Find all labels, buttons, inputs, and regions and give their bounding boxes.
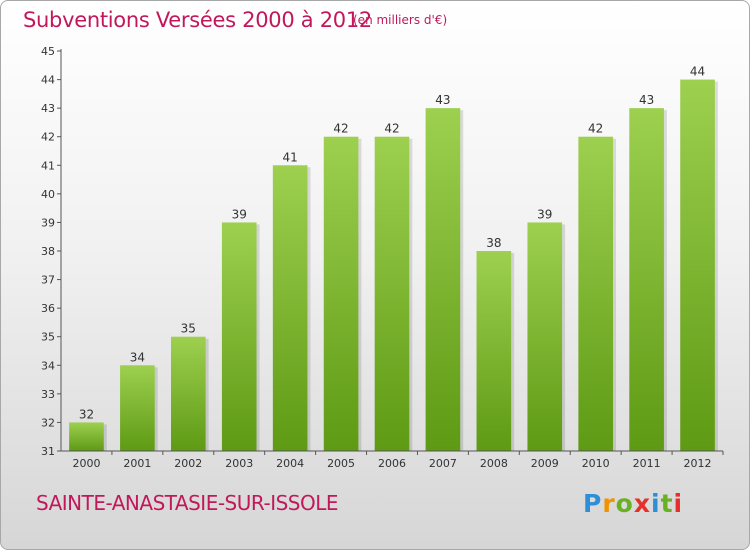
bar [170,336,206,451]
data-label: 35 [181,322,196,336]
x-tick-label: 2004 [276,457,304,470]
logo-letter: t [660,489,674,518]
y-tick-label: 33 [41,388,55,401]
data-label: 42 [588,122,603,136]
bar [120,365,155,451]
y-tick-label: 34 [41,359,55,372]
bar [527,222,563,451]
x-tick-label: 2010 [582,457,610,470]
x-tick-label: 2011 [633,457,661,470]
x-tick-label: 2001 [123,457,151,470]
commune-name: SAINTE-ANASTASIE-SUR-ISSOLE [36,491,339,515]
data-label: 38 [486,236,501,250]
y-tick-label: 35 [41,331,55,344]
y-tick-label: 40 [41,188,55,201]
bar [629,108,664,452]
x-tick-label: 2012 [684,457,712,470]
proxiti-logo: Proxiti [583,489,683,518]
data-label: 34 [130,350,145,364]
y-tick-label: 32 [41,416,55,429]
data-label: 44 [690,65,705,79]
y-tick-label: 44 [41,74,55,87]
y-tick-label: 43 [41,102,55,115]
bar [323,136,359,451]
x-tick-label: 2009 [531,457,559,470]
y-tick-label: 42 [41,131,55,144]
x-tick-label: 2008 [480,457,508,470]
data-label: 42 [384,122,399,136]
bar [680,79,715,452]
data-label: 39 [537,207,552,221]
data-label: 41 [283,150,298,164]
x-tick-label: 2002 [174,457,202,470]
data-label: 32 [79,407,94,421]
x-tick-label: 2006 [378,457,406,470]
logo-letter: i [673,489,684,518]
logo-letter: i [651,489,661,518]
y-tick-label: 45 [41,45,55,58]
y-tick-label: 37 [41,274,55,287]
logo-letter: r [602,489,616,518]
bar [578,136,614,451]
y-tick-label: 31 [41,445,55,458]
bar [272,165,308,452]
bar [425,108,461,452]
bar [221,222,257,451]
logo-letter: o [615,489,634,518]
bars-layer: 32 34 35 39 41 42 42 43 38 39 42 43 44 [69,65,718,452]
data-label: 39 [232,207,247,221]
bar [374,136,410,451]
data-label: 42 [333,122,348,136]
x-tick-label: 2005 [327,457,355,470]
data-label: 43 [435,93,450,107]
x-tick-label: 2000 [72,457,100,470]
bar [476,251,512,451]
y-tick-label: 36 [41,302,55,315]
bar [69,422,104,451]
data-label: 43 [639,93,654,107]
y-tick-label: 38 [41,245,55,258]
logo-letter: P [583,489,603,518]
x-tick-label: 2003 [225,457,253,470]
y-tick-label: 41 [41,159,55,172]
logo-letter: x [633,489,651,518]
chart-subtitle: (en milliers d'€) [353,13,448,27]
y-tick-label: 39 [41,216,55,229]
axis-layer: 2000 2001 2002 2003 2004 2005 2006 2007 2008 2009… [41,45,724,470]
chart-title: Subventions Versées 2000 à 2012 [23,8,372,32]
x-tick-label: 2007 [429,457,457,470]
